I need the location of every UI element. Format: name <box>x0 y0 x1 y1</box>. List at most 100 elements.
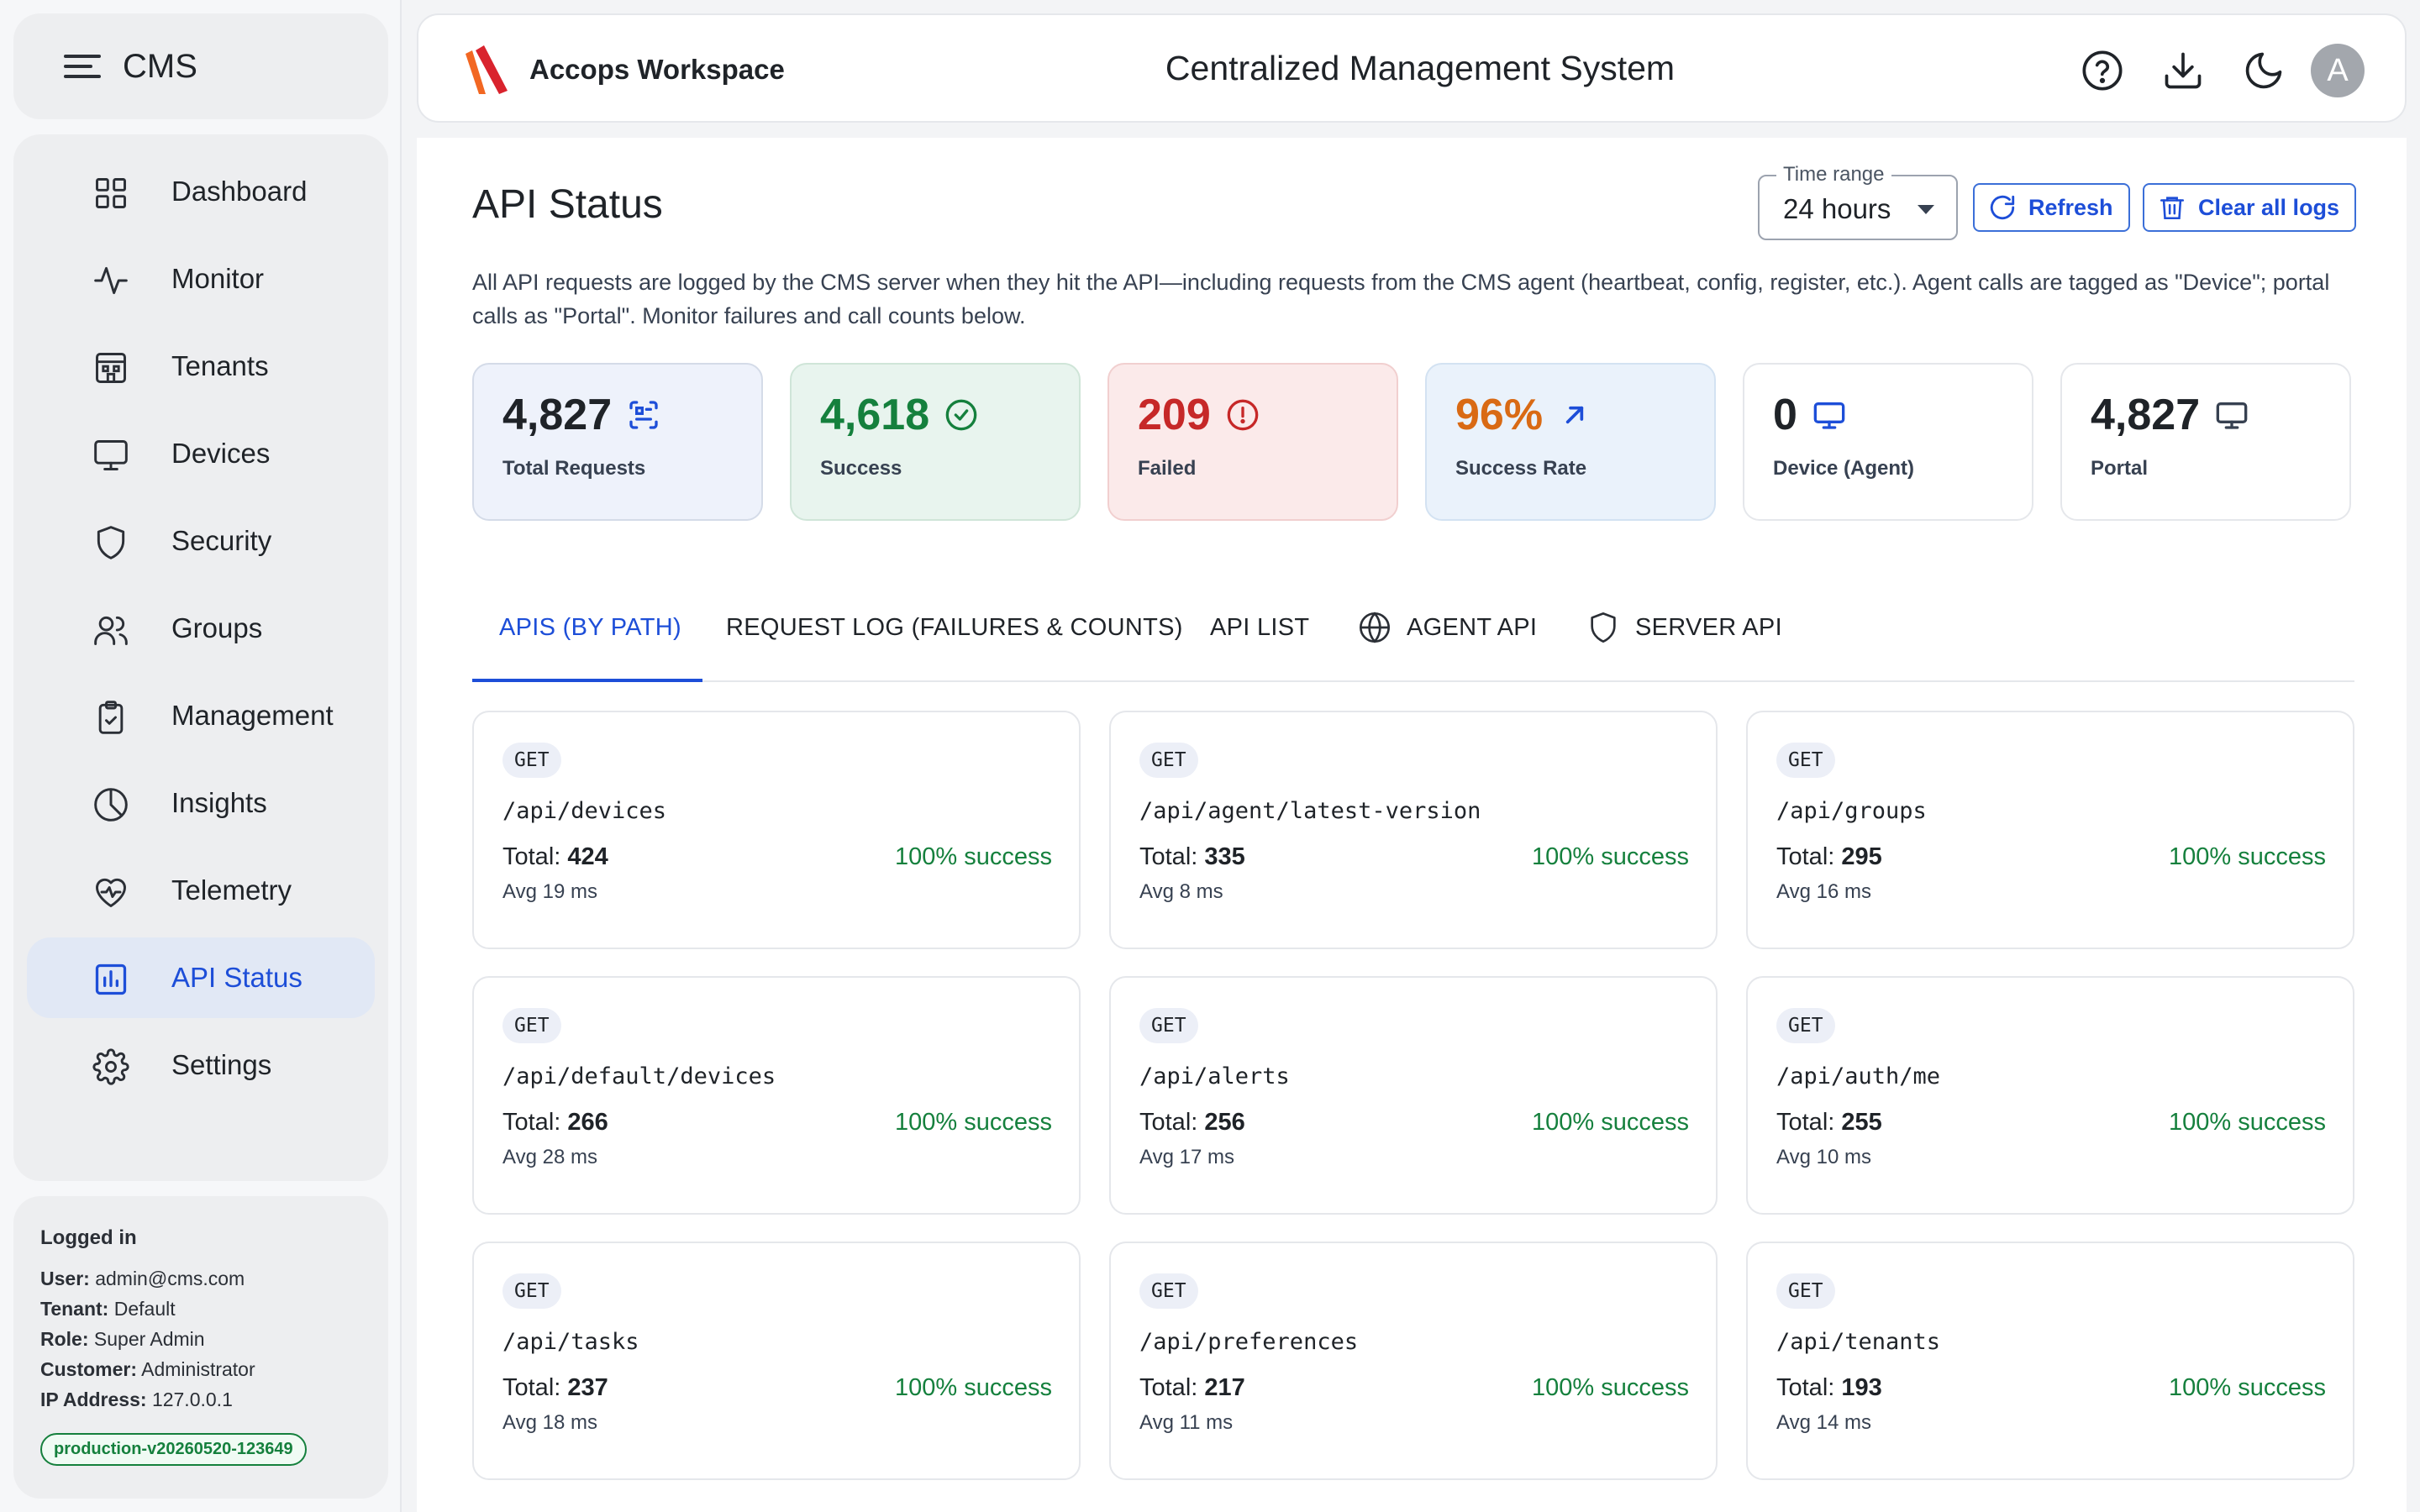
api-path: /api/tenants <box>1776 1329 1941 1355</box>
api-success-rate: 100% success <box>895 1109 1052 1136</box>
api-success-rate: 100% success <box>2169 843 2326 870</box>
shield-icon <box>97 526 125 559</box>
tab-api-list[interactable]: API LIST <box>1210 613 1310 641</box>
sidebar-item-label: API Status <box>171 962 302 993</box>
page-title: API Status <box>472 182 663 227</box>
method-badge: GET <box>502 1008 561 1043</box>
sidebar-item-dashboard[interactable]: Dashboard <box>27 151 375 232</box>
scan-icon <box>629 401 658 429</box>
sidebar-item-devices[interactable]: Devices <box>27 413 375 494</box>
moon-icon[interactable] <box>2242 49 2286 92</box>
api-card[interactable]: GET /api/agent/latest-version Total: 335… <box>1109 711 1718 949</box>
api-avg: Avg 28 ms <box>502 1146 597 1168</box>
refresh-button[interactable]: Refresh <box>1973 183 2130 232</box>
building-icon <box>96 353 126 383</box>
api-avg: Avg 17 ms <box>1139 1146 1234 1168</box>
sidebar-nav: Dashboard Monitor Tenants Devices Securi… <box>13 134 388 1181</box>
accops-logo <box>466 45 508 94</box>
brand-title: CMS <box>123 47 197 85</box>
api-path: /api/alerts <box>1139 1063 1290 1089</box>
api-card[interactable]: GET /api/default/devices Total: 266 Avg … <box>472 976 1081 1215</box>
api-avg: Avg 18 ms <box>502 1411 597 1434</box>
api-path: /api/auth/me <box>1776 1063 1941 1089</box>
login-user: User: admin@cms.com <box>40 1268 245 1289</box>
chevron-down-icon <box>1918 205 1934 214</box>
api-card[interactable]: GET /api/groups Total: 295 Avg 16 ms 100… <box>1746 711 2354 949</box>
api-success-rate: 100% success <box>1532 1374 1689 1401</box>
alert-circle-icon <box>1227 399 1259 431</box>
sidebar-item-label: Devices <box>171 438 271 469</box>
clear-logs-button[interactable]: Clear all logs <box>2143 183 2357 232</box>
help-circle-icon[interactable] <box>2081 49 2124 92</box>
api-total: Total: 255 <box>1776 1109 1882 1136</box>
stat-device-agent: 0 Device (Agent) <box>1743 363 2033 521</box>
monitor-icon <box>94 440 128 470</box>
active-tab-indicator <box>472 679 702 682</box>
api-total: Total: 266 <box>502 1109 608 1136</box>
users-icon <box>94 616 128 645</box>
stat-success-rate: 96% Success Rate <box>1425 363 1716 521</box>
tab-request-log[interactable]: REQUEST LOG (FAILURES & COUNTS) <box>726 613 1183 641</box>
sidebar-item-groups[interactable]: Groups <box>27 588 375 669</box>
method-badge: GET <box>1139 743 1198 778</box>
page-description: All API requests are logged by the CMS s… <box>472 270 2330 328</box>
tab-server-api[interactable]: SERVER API <box>1586 573 1782 682</box>
api-success-rate: 100% success <box>2169 1374 2326 1401</box>
api-success-rate: 100% success <box>895 843 1052 870</box>
api-total: Total: 424 <box>502 843 608 870</box>
login-role: Role: Super Admin <box>40 1328 205 1350</box>
tab-apis-by-path[interactable]: APIS (BY PATH) <box>499 613 681 641</box>
api-card[interactable]: GET /api/tasks Total: 237 Avg 18 ms 100%… <box>472 1242 1081 1480</box>
check-circle-icon <box>945 399 977 431</box>
version-badge: production-v20260520-123649 <box>40 1433 307 1466</box>
sidebar-item-monitor[interactable]: Monitor <box>27 239 375 319</box>
download-icon[interactable] <box>2161 49 2205 92</box>
hamburger-menu-icon[interactable] <box>62 50 103 83</box>
sidebar-item-insights[interactable]: Insights <box>27 763 375 843</box>
api-card[interactable]: GET /api/auth/me Total: 255 Avg 10 ms 10… <box>1746 976 2354 1215</box>
api-card[interactable]: GET /api/alerts Total: 256 Avg 17 ms 100… <box>1109 976 1718 1215</box>
method-badge: GET <box>1776 1008 1835 1043</box>
stat-total-requests: 4,827 Total Requests <box>472 363 763 521</box>
sidebar-item-management[interactable]: Management <box>27 675 375 756</box>
method-badge: GET <box>1776 1273 1835 1309</box>
api-card[interactable]: GET /api/preferences Total: 217 Avg 11 m… <box>1109 1242 1718 1480</box>
arrow-up-right-icon <box>1565 406 1584 424</box>
sidebar-item-telemetry[interactable]: Telemetry <box>27 850 375 931</box>
sidebar-item-label: Monitor <box>171 263 265 294</box>
api-path: /api/groups <box>1776 798 1927 824</box>
sidebar-item-api-status[interactable]: API Status <box>27 937 375 1018</box>
api-path: /api/default/devices <box>502 1063 776 1089</box>
tab-agent-api[interactable]: AGENT API <box>1358 573 1537 682</box>
app-title: Centralized Management System <box>1165 49 1676 87</box>
api-avg: Avg 10 ms <box>1776 1146 1871 1168</box>
sidebar-item-security[interactable]: Security <box>27 501 375 581</box>
api-avg: Avg 8 ms <box>1139 880 1223 903</box>
api-total: Total: 256 <box>1139 1109 1245 1136</box>
api-total: Total: 193 <box>1776 1374 1882 1401</box>
api-card[interactable]: GET /api/devices Total: 424 Avg 19 ms 10… <box>472 711 1081 949</box>
workspace-name: Accops Workspace <box>529 54 785 85</box>
sidebar-item-label: Settings <box>171 1049 272 1080</box>
method-badge: GET <box>502 743 561 778</box>
api-card[interactable]: GET /api/tenants Total: 193 Avg 14 ms 10… <box>1746 1242 2354 1480</box>
tab-bar: APIS (BY PATH) REQUEST LOG (FAILURES & C… <box>472 573 2354 682</box>
login-customer: Customer: Administrator <box>40 1358 255 1380</box>
api-success-rate: 100% success <box>1532 843 1689 870</box>
time-range-select[interactable]: Time range 24 hours <box>1758 163 1958 240</box>
api-success-rate: 100% success <box>2169 1109 2326 1136</box>
sidebar-brand: CMS <box>13 13 388 119</box>
heart-pulse-icon <box>96 878 126 907</box>
api-path: /api/agent/latest-version <box>1139 798 1481 824</box>
api-path: /api/tasks <box>502 1329 639 1355</box>
clipboard-check-icon <box>98 701 124 734</box>
api-total: Total: 237 <box>502 1374 608 1401</box>
stat-success: 4,618 Success <box>790 363 1081 521</box>
sidebar-item-tenants[interactable]: Tenants <box>27 326 375 407</box>
sidebar-item-settings[interactable]: Settings <box>27 1025 375 1105</box>
avatar[interactable]: A <box>2311 44 2365 97</box>
sidebar-item-label: Groups <box>171 612 263 643</box>
method-badge: GET <box>1139 1273 1198 1309</box>
gear-icon <box>92 1048 129 1085</box>
sidebar-item-label: Dashboard <box>171 176 308 207</box>
